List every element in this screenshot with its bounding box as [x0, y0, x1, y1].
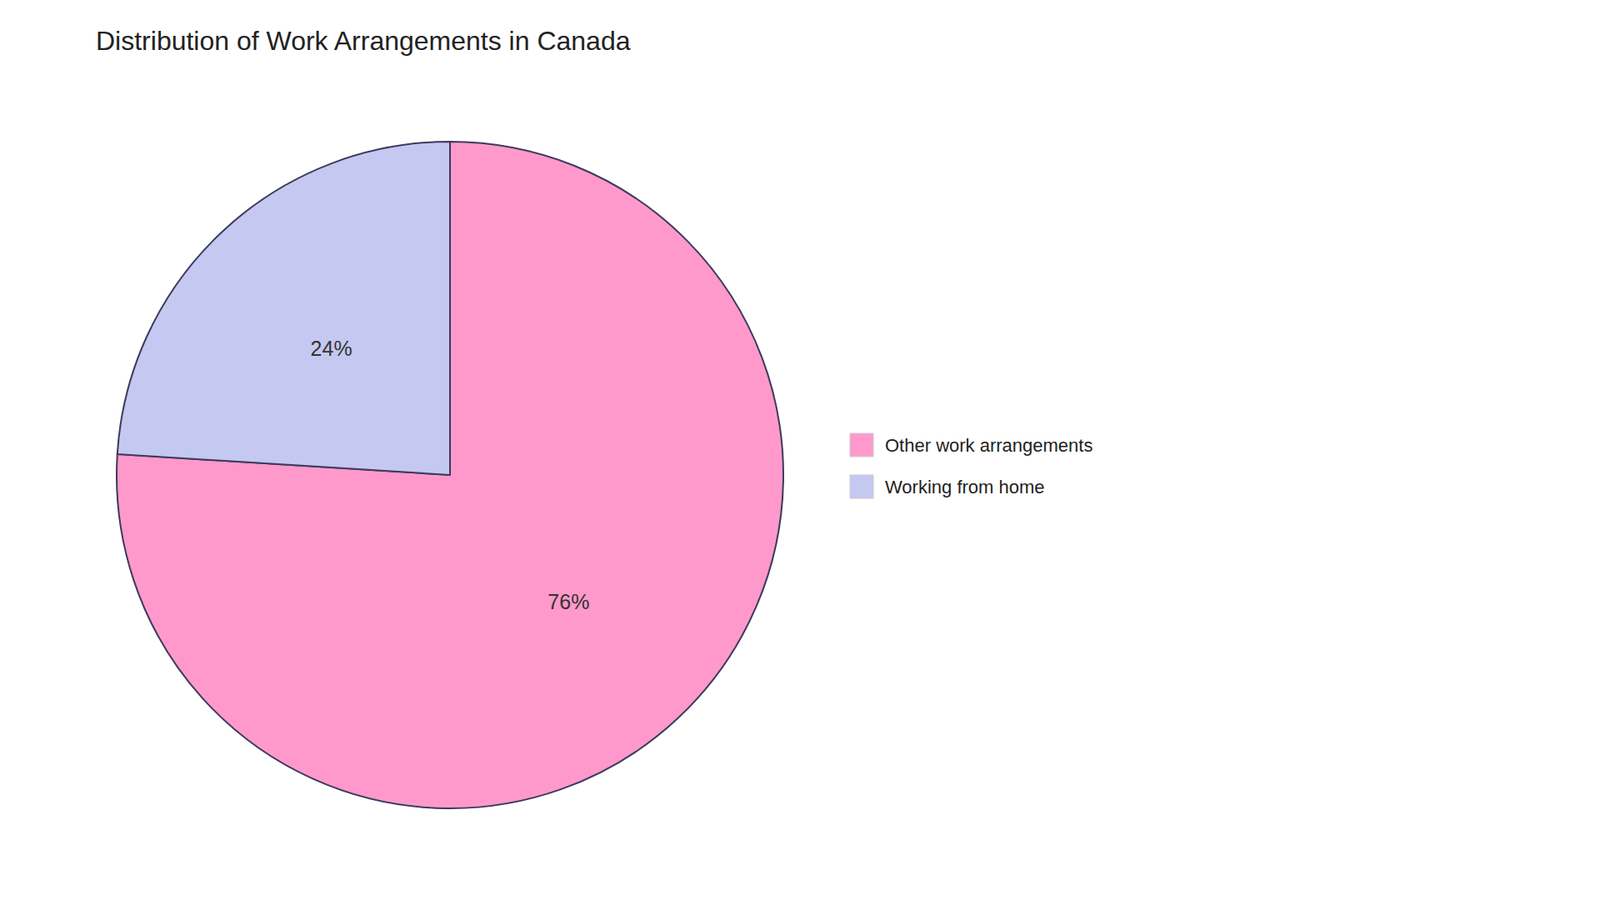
legend-item: Other work arrangements	[850, 433, 1093, 457]
legend-label: Working from home	[885, 476, 1045, 498]
legend-label: Other work arrangements	[885, 435, 1093, 456]
data-label: 24%	[310, 336, 353, 360]
legend-swatch	[850, 433, 874, 457]
slice	[116, 141, 784, 809]
slice	[117, 141, 450, 475]
data-labels: 76% 24%	[310, 336, 590, 613]
chart: Distribution of Work Arrangements in Can…	[0, 0, 1600, 900]
data-label: 76%	[547, 590, 590, 614]
title: Distribution of Work Arrangements in Can…	[95, 25, 631, 56]
legend-item: Working from home	[850, 475, 1045, 499]
legend-swatch	[850, 475, 874, 499]
pie	[116, 141, 784, 809]
slices	[116, 141, 784, 809]
legend: Other work arrangements Working from home	[850, 433, 1093, 499]
